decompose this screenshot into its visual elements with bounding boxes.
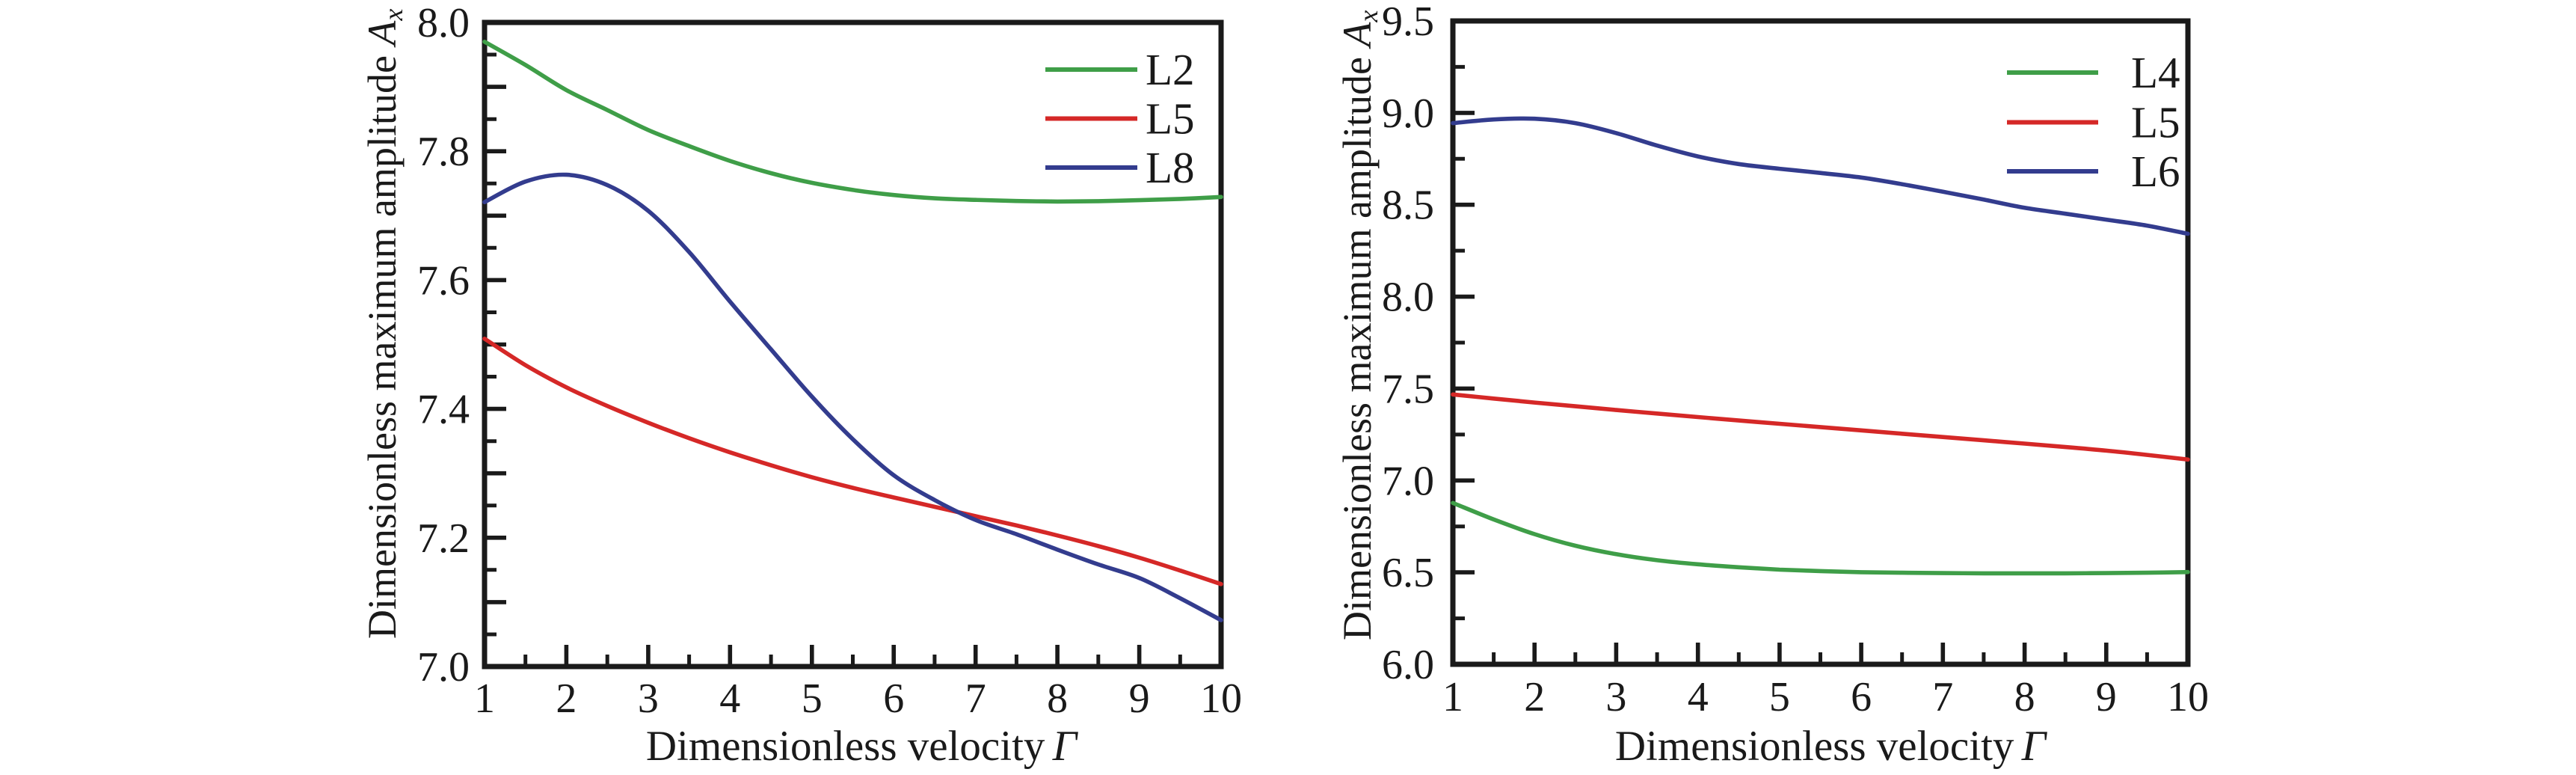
svg-text:3: 3 (638, 676, 659, 722)
svg-text:8.0: 8.0 (1382, 275, 1434, 321)
svg-text:10: 10 (1200, 676, 1242, 722)
svg-text:L6: L6 (2131, 147, 2180, 196)
svg-text:Dimensionless maximum amplitud: Dimensionless maximum amplitude Ax (360, 9, 408, 639)
svg-text:6.5: 6.5 (1382, 550, 1434, 596)
svg-text:7: 7 (1932, 674, 1953, 720)
svg-text:3: 3 (1605, 674, 1626, 720)
svg-text:8: 8 (2014, 674, 2035, 720)
svg-text:9: 9 (1129, 676, 1150, 722)
svg-text:10: 10 (2167, 674, 2209, 720)
svg-text:9: 9 (2096, 674, 2117, 720)
svg-text:7.4: 7.4 (417, 387, 470, 433)
svg-text:7.5: 7.5 (1382, 366, 1434, 412)
svg-text:Dimensionless velocity Γ: Dimensionless velocity Γ (1615, 723, 2048, 770)
svg-text:8: 8 (1047, 676, 1068, 722)
svg-text:L2: L2 (1146, 45, 1195, 94)
svg-text:2: 2 (1524, 674, 1545, 720)
svg-text:7.8: 7.8 (417, 129, 470, 175)
svg-text:5: 5 (1769, 674, 1790, 720)
svg-text:L5: L5 (2131, 98, 2180, 147)
svg-text:1: 1 (1442, 674, 1463, 720)
svg-text:8.5: 8.5 (1382, 183, 1434, 229)
svg-text:7.6: 7.6 (417, 257, 470, 304)
svg-text:6.0: 6.0 (1382, 642, 1434, 688)
svg-text:2: 2 (556, 676, 577, 722)
svg-text:L5: L5 (1146, 94, 1195, 144)
svg-text:9.0: 9.0 (1382, 91, 1434, 137)
svg-text:6: 6 (883, 676, 904, 722)
svg-text:5: 5 (802, 676, 823, 722)
svg-text:1: 1 (474, 676, 495, 722)
svg-text:Dimensionless velocity Γ: Dimensionless velocity Γ (646, 723, 1079, 770)
svg-text:6: 6 (1851, 674, 1872, 720)
svg-text:8.0: 8.0 (417, 0, 470, 46)
svg-text:4: 4 (1688, 674, 1709, 720)
svg-text:L8: L8 (1146, 143, 1195, 192)
svg-text:9.5: 9.5 (1382, 0, 1434, 45)
svg-text:7: 7 (965, 676, 986, 722)
svg-text:Dimensionless maximum amplitud: Dimensionless maximum amplitude Ax (1335, 10, 1383, 640)
svg-text:L4: L4 (2131, 48, 2180, 97)
svg-text:7.0: 7.0 (1382, 458, 1434, 504)
svg-text:4: 4 (719, 676, 740, 722)
svg-text:7.2: 7.2 (417, 515, 470, 562)
svg-text:7.0: 7.0 (417, 644, 470, 690)
